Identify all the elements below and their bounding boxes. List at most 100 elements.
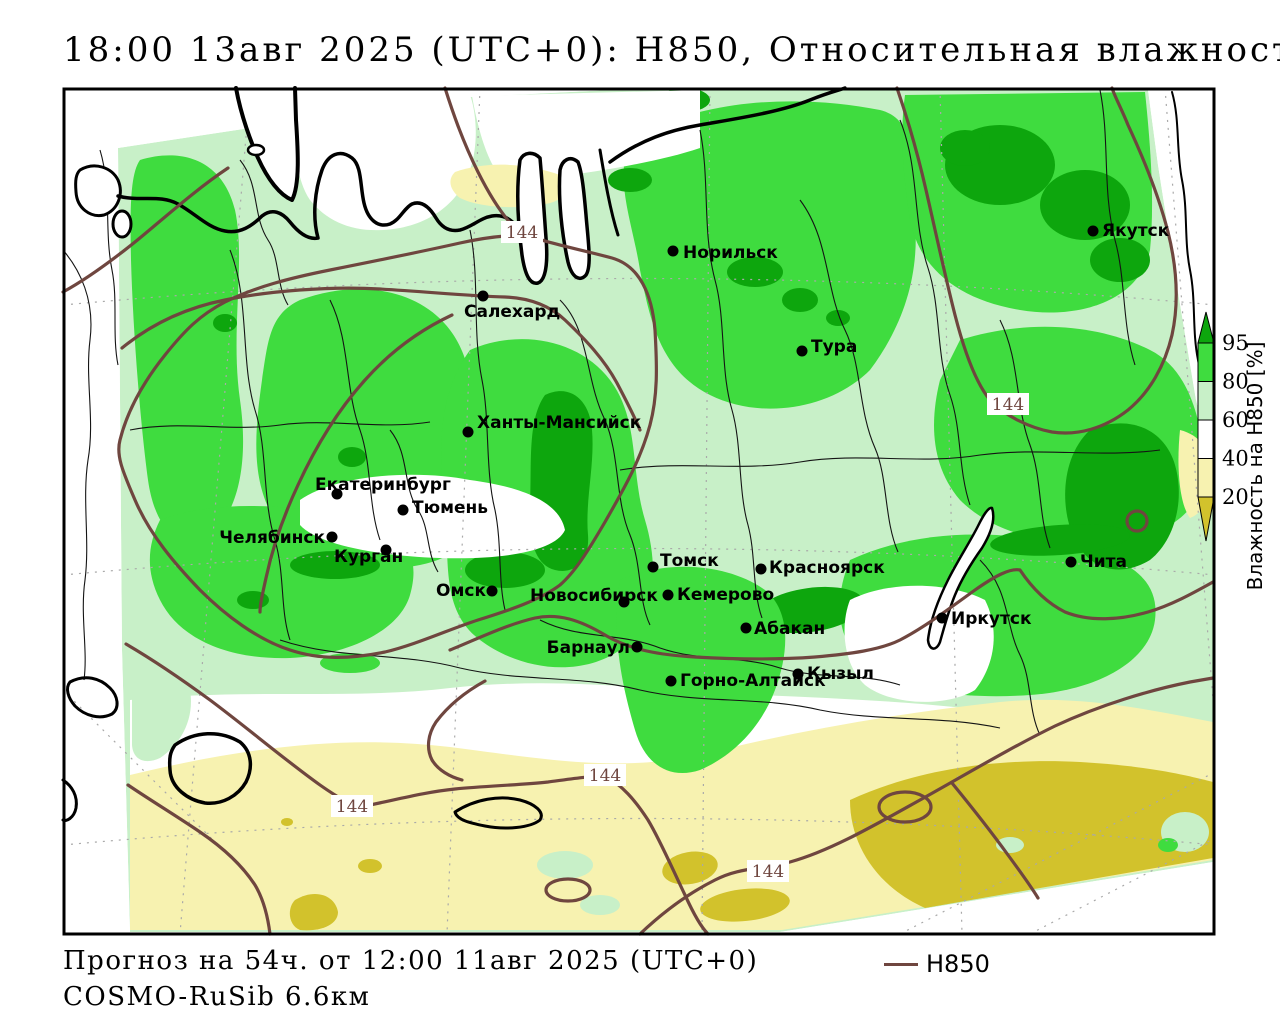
map-shape: [623, 101, 916, 409]
map-shape: [258, 313, 454, 614]
city-label: Тюмень: [412, 498, 488, 518]
city-marker: [755, 563, 767, 575]
map-shape: [990, 524, 1130, 556]
map-shape: [469, 229, 506, 611]
map-shape: [537, 851, 593, 879]
city-marker: [462, 426, 474, 438]
city-label: Новосибирск: [530, 586, 658, 606]
map-shape: [619, 449, 1161, 471]
contour-label-box: [584, 764, 626, 786]
map-shape: [701, 87, 711, 935]
city-marker: [618, 596, 630, 608]
contour-label-box: [747, 860, 789, 882]
map-shape: [850, 761, 1213, 908]
contour-label: 144: [992, 395, 1024, 415]
map-shape: [446, 87, 481, 935]
map-shape: [699, 129, 763, 619]
map-shape: [281, 818, 293, 826]
coastline-layer: [61, 86, 1208, 830]
map-shape: [289, 893, 338, 931]
map-shape: [179, 87, 251, 935]
map-shape: [1029, 837, 1216, 935]
contour-label: 144: [336, 797, 368, 817]
map-frame: [62, 87, 1216, 936]
city-label: Кызыл: [807, 664, 874, 684]
map-shape: [132, 658, 191, 762]
map-shape: [229, 249, 291, 641]
map-shape: [1125, 509, 1149, 533]
map-shape: [389, 429, 439, 573]
forecast-info: Прогноз на 54ч. от 12:00 11авг 2025 (UTC…: [63, 946, 759, 976]
map-shape: [120, 286, 642, 432]
city-marker: [647, 561, 659, 573]
city-label: Абакан: [754, 619, 825, 639]
map-shape: [132, 566, 1209, 915]
city-marker: [486, 585, 498, 597]
novaya-zemlya-coast: [234, 86, 300, 202]
map-shape: [358, 859, 382, 873]
map-shape: [899, 771, 1216, 935]
map-shape: [426, 679, 487, 782]
colorbar-band: [1197, 419, 1215, 459]
aral-lake: [167, 731, 253, 805]
city-label: Омск: [436, 581, 486, 601]
map-shape: [727, 257, 783, 287]
map-shape: [844, 585, 994, 702]
page-title: 18:00 13авг 2025 (UTC+0): H850, Относите…: [63, 30, 1280, 70]
city-label: Чита: [1080, 552, 1127, 572]
city-marker: [665, 675, 677, 687]
city-label: Якутск: [1102, 221, 1170, 241]
map-shape: [1090, 238, 1150, 282]
map-shape: [124, 642, 710, 936]
contour-label-box: [987, 393, 1029, 415]
map-shape: [782, 288, 818, 312]
zaysan-lake: [453, 796, 543, 830]
city-marker: [331, 488, 343, 500]
contour-label: 144: [506, 223, 538, 243]
h850-legend-label: H850: [926, 950, 990, 978]
map-shape: [826, 310, 850, 326]
contour-labels-layer: 144 144 144 144 144: [331, 221, 1029, 882]
city-marker: [662, 589, 674, 601]
colorbar-band: [1197, 342, 1215, 382]
cities-layer: Норильск Салехард Тура Якутск Ханты-Мансийск…: [219, 221, 1169, 691]
map-shape: [62, 249, 92, 681]
city-label: Салехард: [464, 302, 560, 322]
map-shape: [899, 119, 971, 506]
map-shape: [950, 781, 1040, 900]
map-shape: [290, 551, 380, 579]
city-marker: [796, 345, 808, 357]
caspian-coast: [66, 676, 119, 719]
map-shape: [117, 86, 659, 659]
admin-borders-layer: [62, 89, 1161, 736]
map-shape: [580, 895, 620, 915]
island-coast: [111, 209, 133, 239]
city-label: Норильск: [683, 243, 778, 263]
city-label: Иркутск: [951, 609, 1032, 629]
city-marker: [326, 531, 338, 543]
city-label: Курган: [334, 547, 403, 567]
city-marker: [792, 668, 804, 680]
map-shape: [329, 299, 381, 541]
colorbar-tick-label: 95: [1222, 331, 1249, 355]
map-shape: [799, 199, 899, 553]
city-marker: [1087, 225, 1099, 237]
city-label: Красноярск: [769, 558, 885, 578]
yenisei-coast: [598, 148, 620, 237]
map-shape: [280, 90, 476, 231]
contour-legend: H850: [884, 950, 990, 978]
map-shape: [877, 790, 933, 824]
contour-label: 144: [752, 862, 784, 882]
colorbar-title: Влажность на H850 [%]: [1243, 342, 1267, 591]
city-label: Барнаул: [547, 638, 630, 658]
h850-contour-layer: [61, 86, 1215, 936]
city-marker: [1065, 556, 1077, 568]
colorbar-band: [1197, 458, 1215, 498]
map-shape: [700, 888, 790, 922]
city-label: Томск: [660, 551, 719, 571]
island-coast: [246, 143, 266, 157]
map-shape: [544, 877, 592, 903]
map-shape: [61, 166, 230, 294]
